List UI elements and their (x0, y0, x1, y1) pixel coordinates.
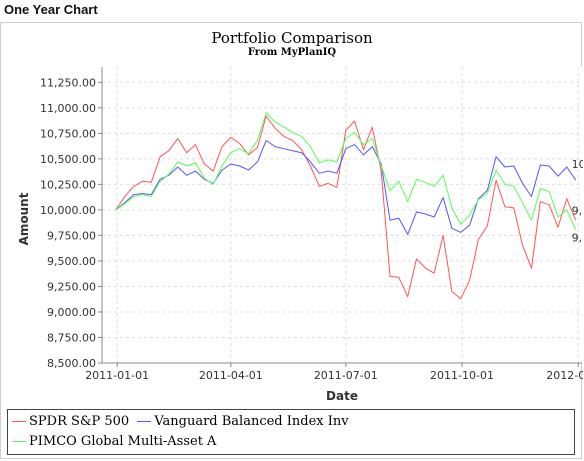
legend-item-pimco: PIMCO Global Multi-Asset A (12, 432, 216, 452)
x-tick-label: 2011-04-01 (199, 369, 263, 382)
legend-item-vanguard: Vanguard Balanced Index Inv (137, 412, 349, 432)
y-tick-label: 8,500.00 (47, 357, 96, 370)
y-tick-label: 11,250.00 (40, 76, 96, 89)
y-tick-label: 10,750.00 (40, 127, 96, 140)
end-value-label-vanguard: 10,292 (572, 158, 583, 171)
line-chart: 9,898 10,292 9,806 8,500.00 8,750.00 9,000.0… (17, 67, 583, 403)
y-tick-label: 8,750.00 (47, 331, 96, 344)
plot-area (102, 67, 582, 363)
y-tick-label: 10,250.00 (40, 178, 96, 191)
y-tick-label: 10,000.00 (40, 204, 96, 217)
end-value-label-spdr: 9,898 (572, 204, 583, 217)
y-tick-label: 10,500.00 (40, 153, 96, 166)
y-tick-label: 9,750.00 (47, 229, 96, 242)
legend-label-spdr: SPDR S&P 500 (29, 414, 130, 429)
chart-title: Portfolio Comparison (211, 29, 373, 47)
legend-label-pimco: PIMCO Global Multi-Asset A (29, 434, 217, 449)
y-axis-label: Amount (17, 192, 31, 245)
legend-swatch-spdr (12, 421, 26, 422)
y-tick-label: 9,250.00 (47, 280, 96, 293)
legend-item-spdr: SPDR S&P 500 (12, 412, 129, 432)
chart-legend: SPDR S&P 500 Vanguard Balanced Index Inv… (7, 409, 575, 455)
x-tick-label: 2011-07-01 (314, 369, 378, 382)
plot-background (102, 67, 582, 363)
legend-label-vanguard: Vanguard Balanced Index Inv (154, 414, 349, 429)
legend-swatch-vanguard (137, 421, 152, 422)
series-lines: 9,898 10,292 9,806 (115, 112, 583, 300)
x-tick-label: 2012-01-01 (546, 369, 583, 382)
y-tick-label: 9,000.00 (47, 306, 96, 319)
axes: 8,500.00 8,750.00 9,000.00 9,250.00 9,500.00… (40, 67, 583, 382)
series-line-pimco (115, 112, 577, 230)
y-tick-label: 11,000.00 (40, 102, 96, 115)
page-heading: One Year Chart (4, 2, 98, 17)
chart-subtitle: From MyPlanIQ (247, 47, 337, 58)
series-line-spdr (115, 115, 577, 300)
chart-panel: Portfolio Comparison From MyPlanIQ 9,898… (0, 22, 583, 459)
series-line-vanguard (115, 140, 577, 235)
y-tick-label: 9,500.00 (47, 255, 96, 268)
x-axis-label: Date (326, 389, 358, 403)
legend-swatch-pimco (12, 441, 26, 442)
end-value-label-pimco: 9,806 (572, 232, 583, 245)
x-tick-label: 2011-10-01 (430, 369, 494, 382)
x-tick-label: 2011-01-01 (85, 369, 149, 382)
